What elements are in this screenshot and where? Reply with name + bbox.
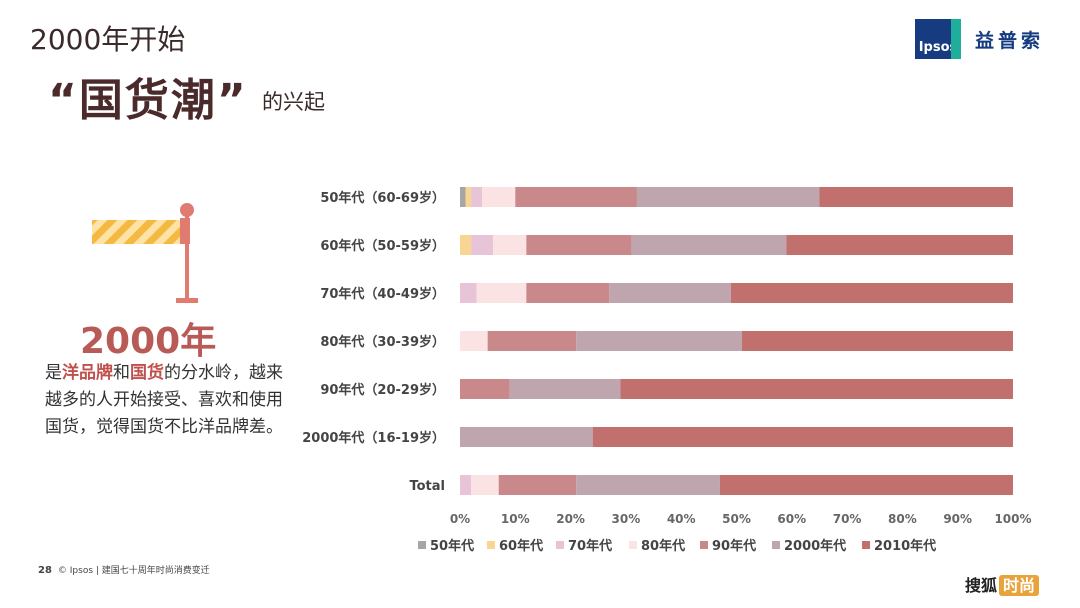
bar-segment-4 xyxy=(493,235,527,255)
legend-label: 60年代 xyxy=(499,538,543,554)
footer: 28 © Ipsos | 建国七十周年时尚消费变迁 xyxy=(38,563,210,576)
ipsos-logo-text: 益普索 xyxy=(975,30,1045,52)
bar-segment-3 xyxy=(471,187,483,207)
x-tick-label: 60% xyxy=(777,512,806,526)
bar-segment-6 xyxy=(576,331,743,351)
bar-segment-5 xyxy=(460,379,510,399)
category-label: 90年代（20-29岁） xyxy=(320,382,445,398)
legend-swatch xyxy=(862,541,870,549)
legend-label: 50年代 xyxy=(430,538,474,554)
x-tick-label: 0% xyxy=(450,512,470,526)
legend-swatch xyxy=(556,541,564,549)
bar-segment-3 xyxy=(471,235,494,255)
year-heading: 2000年 xyxy=(80,321,217,362)
bar-segment-6 xyxy=(460,427,593,447)
bar-segment-3 xyxy=(460,475,472,495)
bar-segment-6 xyxy=(609,283,731,303)
bar-segment-2 xyxy=(465,187,472,207)
legend-swatch xyxy=(772,541,780,549)
title-line-1: 2000年开始 xyxy=(30,23,186,56)
desc-part-3: 和 xyxy=(113,363,130,383)
bar-segment-3 xyxy=(460,283,477,303)
bar-segment-4 xyxy=(482,187,516,207)
category-label: 80年代（30-39岁） xyxy=(320,334,445,350)
x-tick-label: 90% xyxy=(943,512,972,526)
bar-segment-7 xyxy=(719,475,1013,495)
x-tick-label: 20% xyxy=(556,512,585,526)
bar-segment-5 xyxy=(487,331,577,351)
bar-segment-5 xyxy=(515,187,637,207)
legend-label: 2000年代 xyxy=(784,538,846,554)
bar-segment-2 xyxy=(460,235,472,255)
bar-segment-5 xyxy=(498,475,577,495)
x-tick-label: 50% xyxy=(722,512,751,526)
sohu-text: 搜狐 xyxy=(965,576,998,595)
legend-swatch xyxy=(700,541,708,549)
footer-text: © Ipsos | 建国七十周年时尚消费变迁 xyxy=(57,566,210,576)
bar-segment-7 xyxy=(730,283,1013,303)
legend-label: 70年代 xyxy=(568,538,612,554)
bar-segment-7 xyxy=(592,427,1013,447)
legend-swatch xyxy=(629,541,637,549)
x-tick-label: 10% xyxy=(501,512,530,526)
category-label: Total xyxy=(409,479,445,494)
sohu-tag: 时尚 xyxy=(999,575,1040,596)
legend-swatch xyxy=(487,541,495,549)
bar-segment-1 xyxy=(460,187,466,207)
category-label: 70年代（40-49岁） xyxy=(320,286,445,302)
desc-part-1: 是 xyxy=(45,363,62,383)
legend-label: 2010年代 xyxy=(874,538,936,554)
bar-segment-7 xyxy=(786,235,1013,255)
category-label: 60年代（50-59岁） xyxy=(320,238,445,254)
bar-segment-6 xyxy=(631,235,787,255)
category-label: 50年代（60-69岁） xyxy=(320,190,445,206)
legend-label: 90年代 xyxy=(712,538,756,554)
x-tick-label: 40% xyxy=(667,512,696,526)
title-tail: 的兴起 xyxy=(262,90,325,114)
bar-segment-7 xyxy=(819,187,1013,207)
bar-segment-6 xyxy=(576,475,720,495)
bar-segment-4 xyxy=(460,331,488,351)
sohu-watermark: 搜狐 时尚 xyxy=(965,572,1040,596)
bar-segment-4 xyxy=(471,475,499,495)
bar-segment-6 xyxy=(636,187,820,207)
x-tick-label: 100% xyxy=(994,512,1031,526)
x-tick-label: 70% xyxy=(833,512,862,526)
desc-part-5: 的分水岭，越来越多的人开始接受、喜欢和使用国货，觉得国货不比洋品牌差。 xyxy=(45,363,283,437)
legend-swatch xyxy=(418,541,426,549)
page-title: “国货潮” xyxy=(48,75,248,126)
bar-segment-7 xyxy=(620,379,1013,399)
bar-segment-4 xyxy=(476,283,527,303)
barrier-gate-icon xyxy=(92,203,198,303)
category-label: 2000年代（16-19岁） xyxy=(302,430,445,446)
bar-segment-5 xyxy=(526,283,610,303)
bar-segment-6 xyxy=(509,379,621,399)
description-text: 是洋品牌和国货的分水岭，越来越多的人开始接受、喜欢和使用国货，觉得国货不比洋品牌… xyxy=(45,360,285,441)
ipsos-logo: Ipsos xyxy=(915,19,961,59)
x-tick-label: 80% xyxy=(888,512,917,526)
desc-highlight-foreign-brand: 洋品牌 xyxy=(62,363,113,383)
page-number: 28 xyxy=(38,565,52,576)
desc-highlight-domestic: 国货 xyxy=(130,363,164,383)
bar-segment-7 xyxy=(742,331,1013,351)
x-tick-label: 30% xyxy=(612,512,641,526)
bar-segment-5 xyxy=(526,235,632,255)
legend-label: 80年代 xyxy=(641,538,685,554)
